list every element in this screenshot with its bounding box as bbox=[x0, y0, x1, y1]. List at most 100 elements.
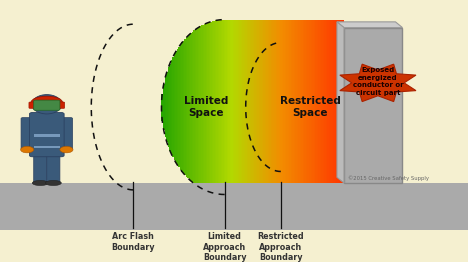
Bar bbox=[165, 77, 166, 137]
Bar bbox=[338, 20, 339, 183]
Bar bbox=[180, 45, 181, 170]
Bar bbox=[268, 20, 270, 183]
FancyBboxPatch shape bbox=[29, 113, 64, 157]
Text: Limited
Approach
Boundary: Limited Approach Boundary bbox=[203, 232, 247, 262]
Bar bbox=[190, 33, 192, 181]
Bar bbox=[324, 20, 326, 183]
Polygon shape bbox=[337, 22, 344, 183]
Bar bbox=[227, 20, 228, 183]
Bar bbox=[189, 34, 190, 180]
Bar bbox=[300, 20, 301, 183]
Bar bbox=[266, 20, 268, 183]
Bar bbox=[311, 20, 312, 183]
Bar bbox=[209, 22, 210, 183]
Bar bbox=[241, 20, 242, 183]
FancyBboxPatch shape bbox=[34, 100, 60, 110]
Bar bbox=[204, 24, 205, 183]
FancyBboxPatch shape bbox=[47, 152, 60, 184]
Bar bbox=[256, 20, 257, 183]
Text: Restricted
Approach
Boundary: Restricted Approach Boundary bbox=[257, 232, 304, 262]
Bar bbox=[303, 20, 305, 183]
Bar bbox=[224, 20, 225, 183]
Bar bbox=[271, 20, 272, 183]
Bar bbox=[260, 20, 262, 183]
Bar bbox=[193, 30, 195, 183]
Bar bbox=[186, 37, 187, 177]
Bar bbox=[309, 20, 311, 183]
FancyBboxPatch shape bbox=[21, 118, 33, 149]
Text: Arc Flash
Boundary: Arc Flash Boundary bbox=[111, 232, 155, 252]
Bar bbox=[276, 20, 277, 183]
Bar bbox=[278, 20, 280, 183]
Bar bbox=[170, 60, 172, 154]
Bar bbox=[225, 20, 227, 183]
Bar bbox=[199, 26, 201, 183]
Bar bbox=[34, 134, 60, 137]
Bar bbox=[247, 20, 248, 183]
Bar bbox=[239, 20, 241, 183]
Bar bbox=[336, 20, 338, 183]
Bar bbox=[301, 20, 303, 183]
Polygon shape bbox=[340, 64, 416, 102]
Text: Restricted
Space: Restricted Space bbox=[279, 96, 341, 118]
Bar bbox=[250, 20, 251, 183]
Ellipse shape bbox=[45, 181, 61, 185]
Bar bbox=[297, 20, 299, 183]
Bar bbox=[168, 67, 169, 147]
Bar bbox=[244, 20, 245, 183]
Polygon shape bbox=[337, 22, 402, 28]
Bar bbox=[221, 20, 222, 183]
Bar bbox=[289, 20, 291, 183]
Ellipse shape bbox=[60, 146, 73, 153]
Bar bbox=[216, 20, 218, 183]
Text: Exposed
energized
conductor or
circuit part: Exposed energized conductor or circuit p… bbox=[352, 67, 403, 96]
Bar bbox=[321, 20, 323, 183]
Bar bbox=[242, 20, 244, 183]
Bar bbox=[304, 20, 306, 183]
Bar bbox=[294, 20, 295, 183]
Bar bbox=[323, 20, 324, 183]
Bar bbox=[335, 20, 336, 183]
Bar bbox=[213, 21, 215, 183]
Bar bbox=[341, 20, 343, 183]
Bar bbox=[283, 20, 285, 183]
Bar bbox=[205, 23, 207, 183]
Bar bbox=[184, 39, 186, 175]
Bar bbox=[203, 25, 204, 183]
Bar bbox=[169, 64, 170, 151]
Bar bbox=[280, 20, 282, 183]
Bar bbox=[262, 20, 263, 183]
Bar bbox=[295, 20, 297, 183]
Bar bbox=[316, 20, 318, 183]
Bar bbox=[292, 20, 294, 183]
Bar bbox=[320, 20, 321, 183]
Bar bbox=[187, 36, 189, 178]
Bar bbox=[312, 20, 314, 183]
Ellipse shape bbox=[32, 95, 62, 114]
Bar bbox=[34, 146, 60, 149]
Bar bbox=[0, 183, 468, 230]
Bar bbox=[288, 20, 289, 183]
Bar bbox=[259, 20, 260, 183]
Bar bbox=[329, 20, 330, 183]
Bar bbox=[291, 20, 292, 183]
Bar bbox=[222, 20, 224, 183]
Bar bbox=[166, 72, 168, 142]
Text: Limited
Space: Limited Space bbox=[184, 96, 228, 118]
Bar bbox=[282, 20, 283, 183]
Bar bbox=[201, 25, 203, 183]
Bar bbox=[174, 54, 175, 160]
Bar bbox=[248, 20, 250, 183]
Bar bbox=[272, 20, 274, 183]
Bar bbox=[286, 20, 288, 183]
Bar bbox=[315, 20, 317, 183]
Bar bbox=[233, 20, 234, 183]
Bar bbox=[253, 20, 254, 183]
Bar bbox=[254, 20, 256, 183]
Bar bbox=[218, 20, 219, 183]
Bar bbox=[210, 22, 212, 183]
Bar bbox=[274, 20, 276, 183]
Ellipse shape bbox=[32, 181, 48, 185]
Bar bbox=[333, 20, 335, 183]
Bar bbox=[236, 20, 237, 183]
